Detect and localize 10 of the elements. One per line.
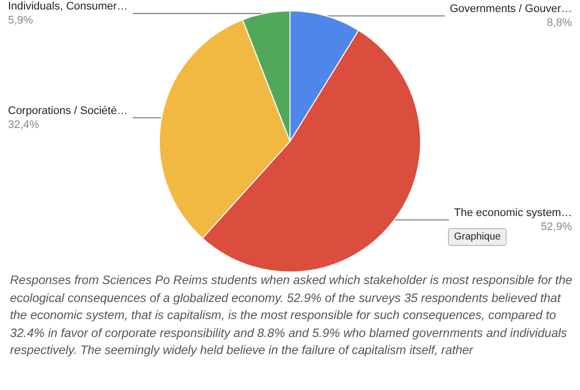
data-label: 5,9%: [8, 14, 34, 26]
data-label: 8,8%: [546, 16, 572, 29]
slice-label: Governments / Gouver…: [450, 2, 572, 15]
text: Responses from Sciences Po Reims students when asked which stakeholder is most responsible for the ecological consequences of a globalized economy. 52.9% of the surveys 35 respondents believed that the economic system, that is capitalism, is the most responsible for such consequences, compared to 32.4% in favor of corporate responsibility and 8.8% and 5.9% who blamed governments and individuals respectively. The seemingly widely held believe in the failure of capitalism itself, rather: [10, 272, 574, 359]
text: Graphique: [454, 232, 502, 242]
data-label: 32,4%: [8, 118, 40, 131]
slice-label: The economic system…: [454, 206, 572, 219]
data-label: 52,9%: [540, 220, 572, 233]
slice-label: Individuals, Consumer…: [8, 0, 128, 12]
slice-label: Corporations / Société…: [8, 104, 128, 117]
